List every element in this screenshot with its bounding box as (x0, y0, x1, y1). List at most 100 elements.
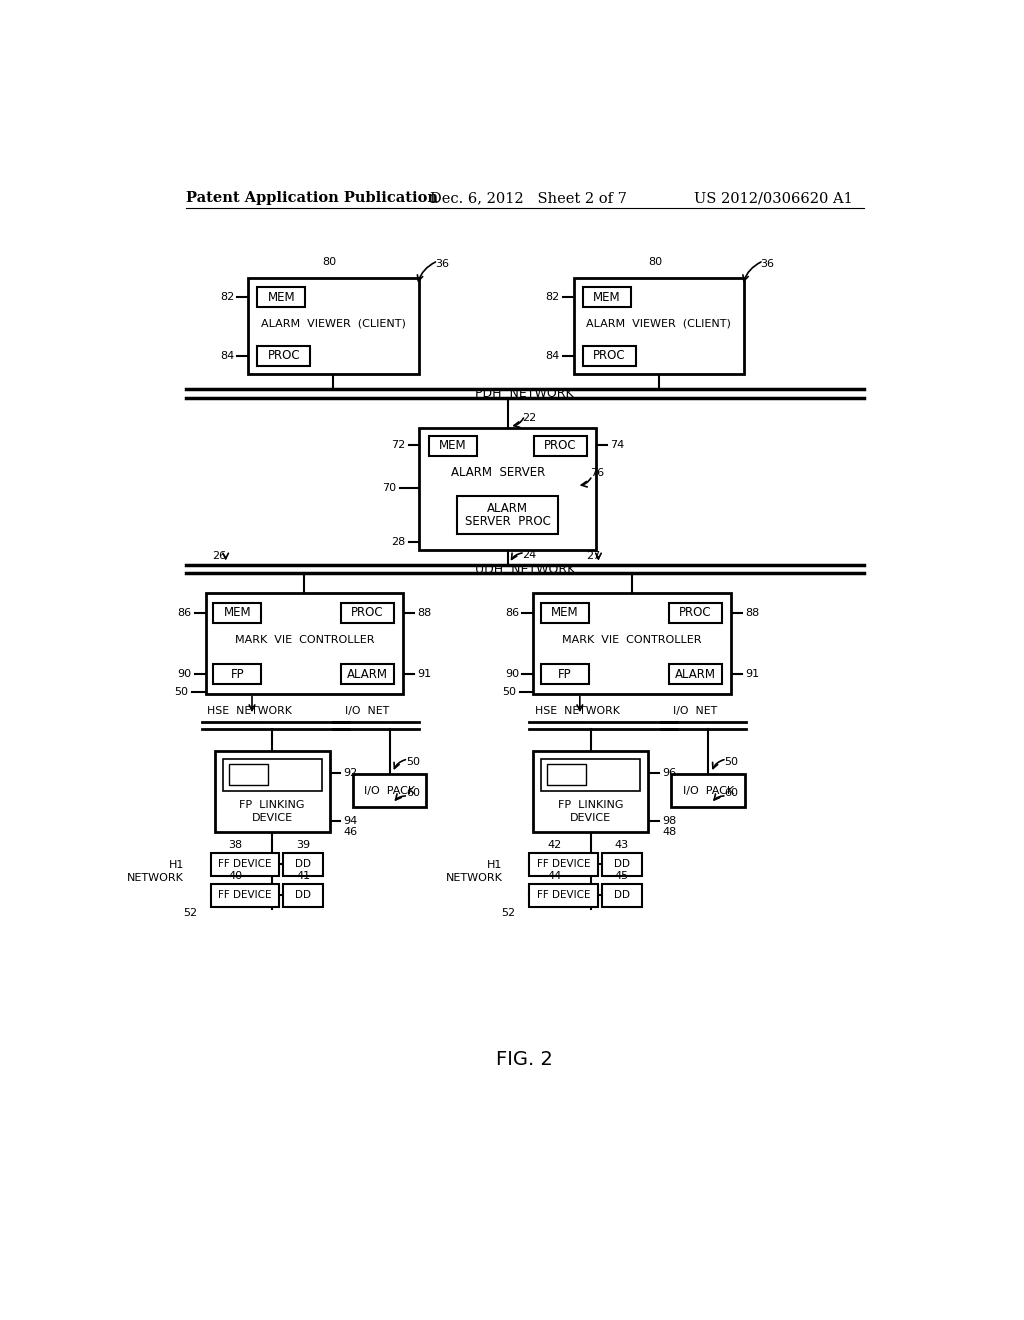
Bar (534, 751, 648, 832)
Text: 60: 60 (724, 788, 738, 797)
Text: MARK  VIE  CONTROLLER: MARK VIE CONTROLLER (562, 635, 701, 644)
Text: DEVICE: DEVICE (252, 813, 293, 822)
Text: PROC: PROC (267, 348, 300, 362)
Text: 44: 44 (547, 871, 561, 880)
Text: HSE  NETWORK: HSE NETWORK (207, 706, 292, 717)
Text: I/O  PACK: I/O PACK (683, 785, 733, 796)
Text: FIG. 2: FIG. 2 (497, 1049, 553, 1069)
Text: 88: 88 (417, 607, 431, 618)
Bar (669, 603, 722, 623)
Text: DD: DD (613, 859, 630, 870)
Text: 22: 22 (522, 413, 537, 422)
Bar (573, 277, 744, 374)
Bar (283, 884, 324, 907)
Text: 92: 92 (343, 768, 357, 777)
Text: FP  LINKING: FP LINKING (240, 800, 305, 810)
Text: 60: 60 (406, 788, 420, 797)
Text: NETWORK: NETWORK (127, 873, 183, 883)
Text: 48: 48 (662, 828, 676, 837)
Text: ALARM  VIEWER  (CLIENT): ALARM VIEWER (CLIENT) (261, 319, 406, 329)
Text: H1: H1 (487, 861, 503, 870)
Text: MEM: MEM (551, 606, 579, 619)
Text: PROC: PROC (544, 440, 577, 453)
Text: 50: 50 (724, 758, 738, 767)
Text: 86: 86 (177, 607, 191, 618)
Text: 24: 24 (522, 550, 537, 560)
Bar (283, 853, 324, 876)
Text: FP  LINKING: FP LINKING (558, 800, 624, 810)
Text: 36: 36 (761, 259, 774, 269)
Bar (541, 603, 589, 623)
Text: MEM: MEM (267, 290, 295, 304)
Bar (211, 853, 280, 876)
Text: 91: 91 (744, 669, 759, 680)
Text: MEM: MEM (223, 606, 251, 619)
Text: 43: 43 (614, 841, 629, 850)
Bar (257, 286, 305, 308)
Text: FF DEVICE: FF DEVICE (218, 859, 271, 870)
Bar (529, 853, 598, 876)
Text: PROC: PROC (679, 606, 712, 619)
Text: I/O  NET: I/O NET (345, 706, 389, 717)
Text: 52: 52 (183, 908, 197, 917)
Text: 76: 76 (590, 467, 604, 478)
Bar (341, 664, 394, 684)
Bar (534, 594, 731, 693)
Text: 50: 50 (503, 686, 516, 697)
Text: FF DEVICE: FF DEVICE (218, 890, 271, 900)
Text: 38: 38 (228, 841, 243, 850)
Text: NETWORK: NETWORK (445, 873, 503, 883)
Text: ALARM: ALARM (487, 502, 528, 515)
Text: HSE  NETWORK: HSE NETWORK (535, 706, 620, 717)
Text: 80: 80 (648, 257, 663, 268)
Text: PROC: PROC (351, 606, 384, 619)
Text: 80: 80 (323, 257, 337, 268)
Text: ALARM: ALARM (347, 668, 388, 681)
Text: 50: 50 (406, 758, 420, 767)
Bar (215, 751, 330, 832)
Bar (211, 884, 280, 907)
Bar (228, 763, 267, 785)
Text: 28: 28 (391, 537, 406, 546)
Text: DD: DD (613, 890, 630, 900)
Text: ALARM: ALARM (675, 668, 716, 681)
Text: DD: DD (295, 890, 311, 900)
Bar (601, 853, 642, 876)
Text: 98: 98 (662, 816, 676, 825)
Bar (547, 763, 586, 785)
Text: 96: 96 (662, 768, 676, 777)
Bar (672, 775, 744, 807)
Bar (601, 884, 642, 907)
Text: Patent Application Publication: Patent Application Publication (186, 191, 438, 206)
Bar (352, 775, 426, 807)
Text: 27: 27 (586, 550, 600, 561)
Text: 46: 46 (343, 828, 357, 837)
Text: 70: 70 (382, 483, 396, 492)
Bar (541, 759, 640, 792)
Text: MARK  VIE  CONTROLLER: MARK VIE CONTROLLER (234, 635, 374, 644)
Text: 88: 88 (744, 607, 759, 618)
Text: PROC: PROC (593, 348, 626, 362)
Text: PDH  NETWORK: PDH NETWORK (475, 387, 574, 400)
Text: FP: FP (230, 668, 244, 681)
Text: 84: 84 (220, 351, 234, 360)
Bar (248, 277, 419, 374)
Bar (541, 664, 589, 684)
Text: 42: 42 (547, 841, 561, 850)
Text: I/O  NET: I/O NET (673, 706, 718, 717)
Bar (341, 603, 394, 623)
Text: 26: 26 (212, 550, 226, 561)
Bar (213, 603, 261, 623)
Text: DD: DD (295, 859, 311, 870)
Text: 40: 40 (228, 871, 243, 880)
Text: 74: 74 (610, 440, 625, 450)
Text: FF DEVICE: FF DEVICE (537, 859, 590, 870)
Text: 82: 82 (546, 292, 560, 302)
Text: 45: 45 (614, 871, 629, 880)
Text: 91: 91 (417, 669, 431, 680)
Bar (529, 884, 598, 907)
Text: MEM: MEM (593, 290, 621, 304)
Text: 84: 84 (546, 351, 560, 360)
Text: ALARM  SERVER: ALARM SERVER (452, 466, 546, 479)
Text: US 2012/0306620 A1: US 2012/0306620 A1 (693, 191, 853, 206)
